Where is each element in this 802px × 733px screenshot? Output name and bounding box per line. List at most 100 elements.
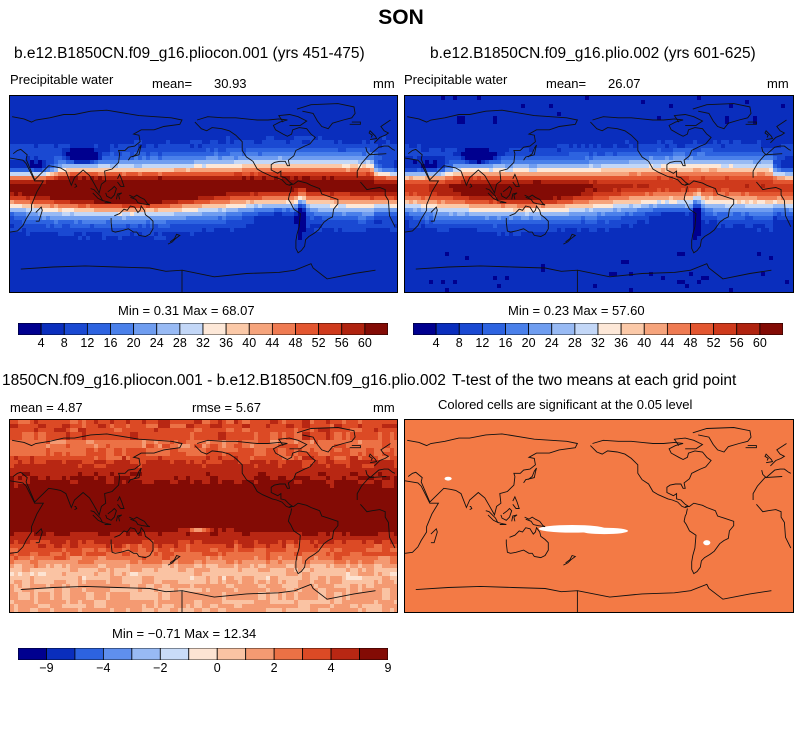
colorbar-swatch (364, 323, 388, 335)
panel3-minmax: Min = −0.71 Max = 12.34 (112, 626, 257, 641)
colorbar-tick-label: 36 (219, 336, 234, 350)
coastline-path (407, 433, 791, 517)
coastline-path (500, 507, 513, 521)
colorbar-tick-label: 24 (149, 336, 164, 350)
coastline-path (110, 526, 154, 559)
panel1-variable: Precipitable water (10, 72, 114, 87)
colorbar-tick-label: −9 (39, 661, 54, 675)
coastline-path (167, 554, 181, 566)
colorbar-swatch (248, 323, 273, 335)
coastline-path (415, 263, 772, 292)
coastline-path (683, 180, 735, 254)
colorbar-tick-label: 48 (288, 336, 303, 350)
coastline-path (35, 527, 43, 544)
colorbar-swatch (202, 323, 227, 335)
colorbar-tick-label: 9 (384, 661, 392, 675)
coastline-path (349, 121, 361, 125)
panel1-colorbar-ticks: 4 8 12 16 20 24 28 32 36 40 44 48 52 56 60 (18, 336, 388, 352)
colorbar-swatch (318, 323, 343, 335)
coastline-path (745, 445, 757, 449)
panel3-colorbar-ticks: −9 −4 −2 0 2 4 9 (18, 661, 391, 677)
coastline-path (563, 554, 577, 566)
colorbar-tick-label: 44 (660, 336, 675, 350)
coastline-path (505, 204, 549, 237)
coastline-path (296, 427, 356, 453)
colorbar-tick-label: 12 (475, 336, 490, 350)
panel3-colorbar (18, 648, 388, 660)
coastline-path (511, 192, 518, 200)
panel1-minmax: Min = 0.31 Max = 68.07 (118, 303, 255, 318)
coastline-path (505, 526, 549, 559)
colorbar-swatch (216, 648, 247, 660)
colorbar-swatch (528, 323, 553, 335)
coastline-path (194, 439, 316, 508)
coastline-path (12, 433, 396, 517)
colorbar-tick-label: 60 (752, 336, 767, 350)
colorbar-swatch (666, 323, 691, 335)
coastline-path (129, 194, 151, 206)
panel3-map (9, 419, 398, 613)
significance-fill (405, 420, 793, 612)
colorbar-swatch (18, 323, 42, 335)
coastline-path (511, 514, 518, 522)
panel1-colorbar (18, 323, 388, 335)
colorbar-swatch (159, 648, 190, 660)
colorbar-tick-label: 20 (126, 336, 141, 350)
colorbar-tick-label: 44 (265, 336, 280, 350)
coastline-path (287, 502, 339, 575)
colorbar-swatch (179, 323, 204, 335)
coastline-path (430, 527, 438, 544)
colorbar-tick-label: 2 (270, 661, 278, 675)
colorbar-tick-label: 56 (334, 336, 349, 350)
coastline-path (524, 516, 546, 528)
colorbar-tick-label: 40 (242, 336, 257, 350)
coastline-path (110, 204, 154, 237)
coastlines (405, 427, 792, 612)
colorbar-tick-label: 32 (591, 336, 605, 350)
colorbar-swatch (620, 323, 645, 335)
colorbar-tick-label: 0 (213, 661, 221, 675)
coastline-path (278, 114, 308, 126)
panel2-variable: Precipitable water (404, 72, 508, 87)
colorbar-swatch (481, 323, 506, 335)
field-cells (405, 96, 793, 292)
colorbar-swatch (295, 323, 320, 335)
colorbar-tick-label: 12 (80, 336, 95, 350)
coastline-path (10, 476, 396, 554)
coastline-path (497, 521, 507, 525)
panel1-units: mm (373, 76, 395, 91)
colorbar-tick-label: 8 (455, 336, 463, 350)
colorbar-swatch (63, 323, 88, 335)
colorbar-tick-label: 28 (567, 336, 582, 350)
coastline-path (20, 583, 376, 612)
colorbar-swatch (574, 323, 599, 335)
panel4-map (404, 419, 794, 613)
panel1-title: b.e12.B1850CN.f09_g16.pliocon.001 (yrs 4… (14, 45, 365, 62)
coastline-path (485, 510, 499, 524)
coastline-path (105, 507, 117, 521)
colorbar-swatch (458, 323, 483, 335)
colorbar-tick-label: 16 (103, 336, 118, 350)
colorbar-tick-label: 28 (172, 336, 187, 350)
coastline-path (469, 505, 473, 510)
colorbar-swatch (245, 648, 275, 660)
coastline-path (368, 130, 378, 141)
coastline-path (764, 453, 774, 464)
colorbar-swatch (759, 323, 783, 335)
colorbar-swatch (341, 323, 366, 335)
colorbar-swatch (690, 323, 715, 335)
panel2-mean-label: mean= (546, 76, 587, 91)
colorbar-swatch (46, 648, 76, 660)
panel1-mean-label: mean= (152, 76, 193, 91)
colorbar-swatch (713, 323, 738, 335)
colorbar-swatch (271, 323, 296, 335)
coastline-path (563, 233, 577, 245)
coastline-path (590, 439, 712, 508)
colorbar-tick-label: 36 (614, 336, 629, 350)
coastline-path (129, 516, 151, 528)
colorbar-tick-label: 8 (60, 336, 68, 350)
coastline-path (296, 103, 356, 130)
coastline-path (167, 233, 181, 245)
coastline-path (368, 453, 378, 464)
coastline-path (590, 116, 712, 186)
